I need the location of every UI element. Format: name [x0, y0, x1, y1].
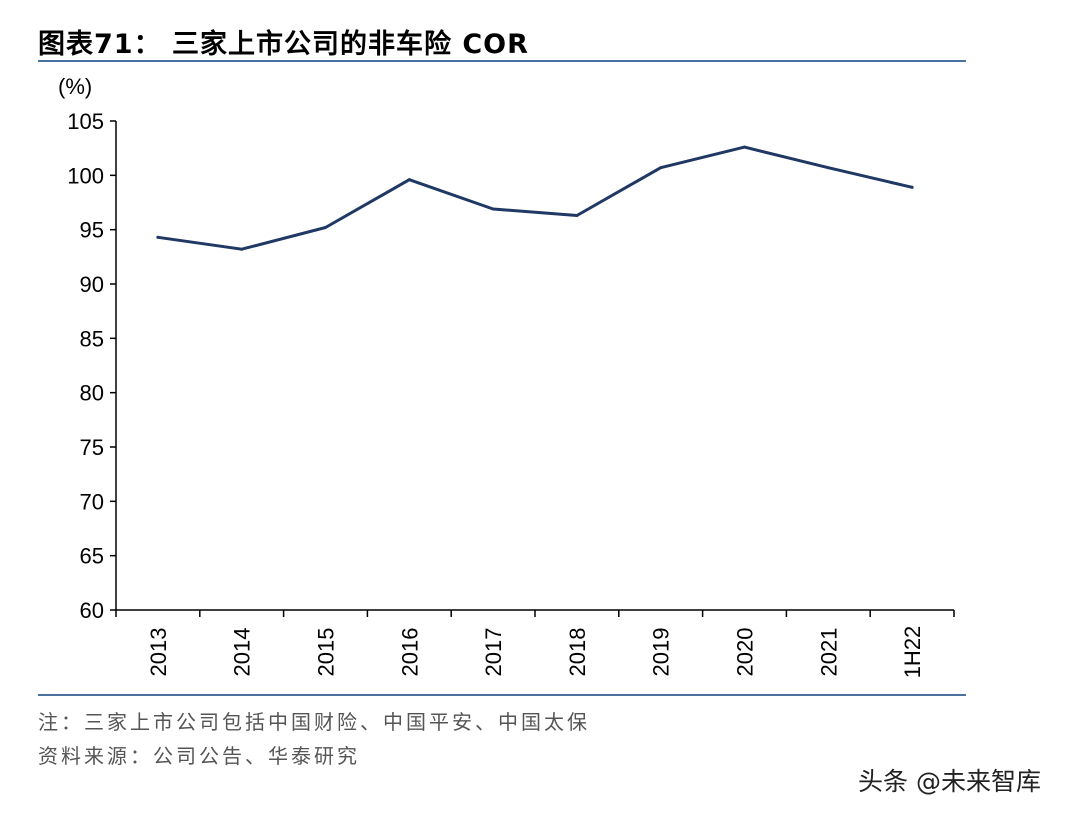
data-point	[826, 166, 830, 170]
footer-divider	[38, 694, 966, 696]
x-tick-label: 2015	[314, 628, 339, 677]
y-tick-label: 85	[80, 326, 104, 351]
x-tick-label: 2014	[230, 628, 255, 677]
y-axis-unit-label: (%)	[58, 74, 92, 99]
y-axis: 60 65 70 75 80 85 90 95 100 105	[67, 109, 117, 623]
x-tick-label: 2016	[397, 628, 422, 677]
y-tick-label: 70	[80, 489, 104, 514]
x-tick-label: 2017	[481, 628, 506, 677]
data-point	[910, 185, 914, 189]
data-point	[743, 145, 746, 149]
title-divider	[38, 60, 966, 62]
watermark: 头条 @未来智库	[858, 762, 1041, 798]
data-point	[575, 214, 579, 218]
chart-note: 注：三家上市公司包括中国财险、中国平安、中国太保	[38, 710, 590, 734]
data-point	[491, 207, 495, 211]
x-tick-label: 2021	[816, 628, 841, 677]
data-point	[324, 225, 327, 229]
y-tick-label: 100	[67, 163, 104, 188]
x-tick-label: 2019	[649, 628, 674, 677]
chart-source: 资料来源：公司公告、华泰研究	[38, 744, 360, 768]
x-tick-label: 2018	[565, 628, 590, 677]
y-tick-label: 80	[80, 381, 104, 406]
series-layer	[156, 145, 914, 251]
x-axis: 2013 2014 2015 2016 2017 2018 2019 2020 2021 1H22	[115, 609, 955, 679]
x-tick-label: 1H22	[900, 626, 925, 679]
y-tick-label: 75	[80, 435, 104, 460]
watermark-text: 头条 @未来智库	[858, 767, 1041, 796]
x-tick-label: 2020	[733, 628, 758, 677]
y-tick-label: 105	[67, 109, 104, 134]
data-point	[659, 166, 663, 170]
chart-title: 图表71： 三家上市公司的非车险 COR	[38, 29, 529, 60]
y-tick-label: 60	[80, 598, 104, 623]
data-point	[407, 178, 411, 182]
series-line	[156, 145, 914, 251]
data-point	[240, 247, 244, 251]
data-point	[156, 235, 160, 239]
x-tick-label: 2013	[146, 628, 171, 677]
y-tick-label: 65	[80, 544, 104, 569]
y-tick-label: 95	[80, 218, 104, 243]
y-tick-label: 90	[80, 272, 104, 297]
